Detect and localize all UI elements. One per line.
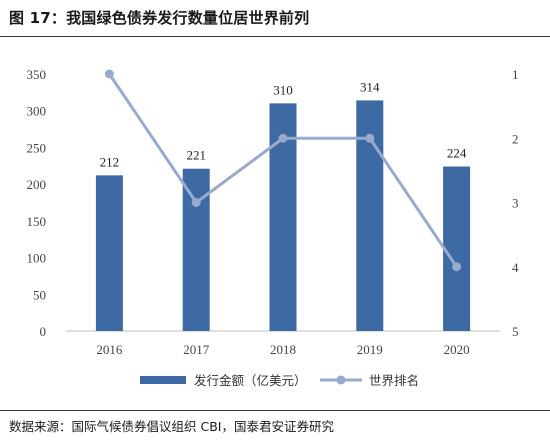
- title-rule: [0, 36, 550, 37]
- left-axis-tick-label: 300: [27, 104, 47, 119]
- rank-point: [365, 133, 375, 143]
- bar: [443, 166, 471, 331]
- x-tick-label: 2017: [183, 342, 210, 357]
- x-tick-label: 2019: [357, 342, 383, 357]
- source-rule: [0, 410, 550, 411]
- legend-bar-label: 发行金额（亿美元）: [194, 373, 307, 388]
- source-note: 数据来源：国际气候债券倡议组织 CBI，国泰君安证券研究: [9, 419, 334, 434]
- left-axis-tick-label: 0: [40, 324, 47, 339]
- rank-point: [452, 262, 462, 272]
- legend-line-label: 世界排名: [369, 373, 419, 388]
- legend-line-marker: [336, 375, 346, 385]
- left-axis-tick-label: 50: [33, 287, 46, 302]
- x-tick-label: 2020: [444, 342, 470, 357]
- left-axis-tick-label: 200: [27, 177, 47, 192]
- right-axis-tick-label: 3: [512, 196, 519, 211]
- x-tick-label: 2018: [270, 342, 296, 357]
- bar-data-label: 221: [186, 148, 206, 163]
- rank-point: [191, 198, 201, 207]
- bar-data-label: 310: [273, 82, 293, 97]
- bar-data-label: 314: [360, 79, 380, 94]
- rank-point: [104, 69, 114, 79]
- x-tick-label: 2016: [96, 342, 123, 357]
- left-axis-tick-label: 250: [27, 140, 47, 155]
- right-axis-tick-label: 5: [512, 324, 519, 339]
- figure-title: 图 17：我国绿色债券发行数量位居世界前列: [9, 9, 310, 27]
- left-axis-tick-label: 150: [27, 214, 47, 229]
- bar-line-chart: 0 50 100 150 200 250 300 350 1 2 3 4 5 212 221 310 314 22…: [27, 67, 520, 388]
- left-axis-tick-label: 350: [27, 67, 47, 82]
- bar-data-label: 212: [100, 154, 120, 169]
- right-axis-tick-label: 1: [512, 67, 519, 82]
- right-axis-tick-label: 4: [512, 260, 519, 275]
- bar-data-label: 224: [447, 146, 467, 161]
- bar: [95, 175, 123, 331]
- left-axis-tick-label: 100: [27, 251, 47, 266]
- legend-bar-swatch: [140, 376, 186, 384]
- right-axis-tick-label: 2: [512, 131, 519, 146]
- bar: [182, 168, 210, 331]
- rank-point: [278, 133, 288, 143]
